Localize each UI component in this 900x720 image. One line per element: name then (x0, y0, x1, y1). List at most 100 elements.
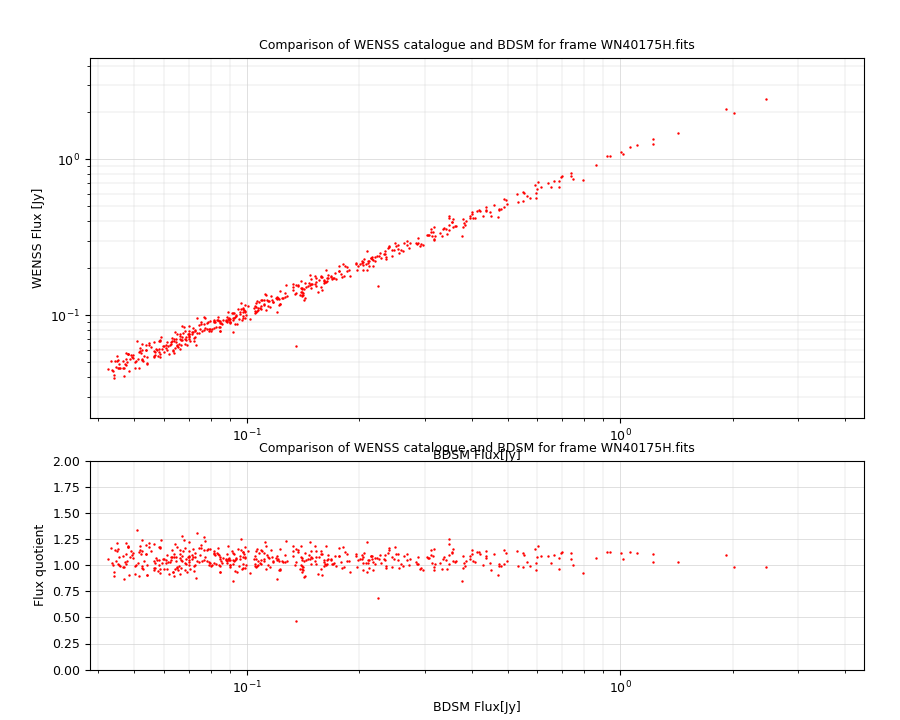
Point (630, 139, 644, 150)
Point (107, 372, 122, 384)
Point (309, 552, 323, 563)
Point (205, 559, 220, 570)
Point (445, 546, 459, 558)
Point (119, 353, 133, 364)
Point (221, 540, 236, 552)
Point (231, 560, 246, 572)
Point (294, 564, 309, 575)
Point (294, 289, 309, 301)
Point (439, 223, 454, 235)
Point (121, 348, 135, 359)
Point (165, 336, 179, 347)
Point (361, 256, 375, 267)
Point (172, 338, 186, 350)
Point (200, 545, 214, 557)
Point (196, 318, 211, 330)
Point (201, 544, 215, 555)
Point (304, 278, 319, 289)
Point (465, 206, 480, 217)
Point (204, 561, 219, 572)
Point (263, 562, 277, 573)
Point (220, 555, 234, 567)
Point (273, 564, 287, 575)
Point (236, 306, 250, 318)
Point (150, 343, 165, 355)
Point (196, 554, 211, 566)
Point (671, 557, 686, 568)
Point (427, 562, 441, 573)
Point (416, 564, 430, 575)
Point (351, 260, 365, 271)
Point (187, 565, 202, 577)
Point (366, 557, 381, 568)
Point (128, 356, 142, 368)
Point (273, 555, 287, 567)
Point (499, 194, 513, 205)
Point (275, 557, 290, 568)
Point (159, 342, 174, 354)
Point (179, 331, 194, 343)
Point (719, 549, 733, 561)
Point (424, 549, 438, 560)
Point (212, 317, 227, 328)
Point (194, 543, 209, 554)
Point (436, 222, 451, 234)
Point (454, 230, 469, 242)
Point (110, 545, 124, 557)
Point (289, 557, 303, 568)
Point (760, 561, 774, 572)
Point (304, 274, 319, 285)
Point (212, 321, 227, 333)
Point (249, 307, 264, 318)
Point (278, 556, 293, 567)
Point (293, 541, 308, 552)
Point (296, 555, 310, 567)
Point (534, 181, 548, 193)
Point (152, 541, 166, 553)
Point (226, 326, 240, 338)
Point (458, 219, 473, 230)
Point (137, 556, 151, 567)
Point (339, 555, 354, 567)
Point (187, 332, 202, 343)
Point (320, 272, 334, 284)
Point (189, 340, 203, 351)
X-axis label: BDSM Flux[Jy]: BDSM Flux[Jy] (433, 449, 521, 462)
Point (116, 550, 130, 562)
Point (468, 212, 482, 224)
Point (563, 548, 578, 559)
Point (439, 229, 454, 240)
Point (147, 336, 161, 348)
Point (251, 555, 266, 567)
Point (134, 347, 148, 359)
Point (144, 546, 158, 557)
Point (293, 563, 308, 575)
Point (446, 213, 461, 225)
Point (442, 219, 456, 230)
Point (176, 545, 191, 557)
Point (137, 350, 151, 361)
Point (209, 322, 223, 333)
Point (603, 546, 617, 558)
Point (478, 204, 492, 215)
Point (104, 356, 118, 367)
Point (279, 555, 293, 567)
Point (125, 351, 140, 363)
Point (192, 319, 206, 330)
Point (212, 566, 227, 577)
Point (425, 230, 439, 242)
Point (187, 336, 202, 347)
Point (491, 558, 506, 570)
Point (213, 325, 228, 336)
Point (459, 215, 473, 227)
Point (379, 251, 393, 263)
Point (106, 369, 121, 381)
Point (172, 553, 186, 564)
Point (576, 567, 590, 579)
Point (116, 362, 130, 374)
Point (356, 264, 370, 276)
Point (241, 546, 256, 557)
Point (466, 212, 481, 224)
Point (110, 355, 124, 366)
Point (256, 294, 271, 306)
